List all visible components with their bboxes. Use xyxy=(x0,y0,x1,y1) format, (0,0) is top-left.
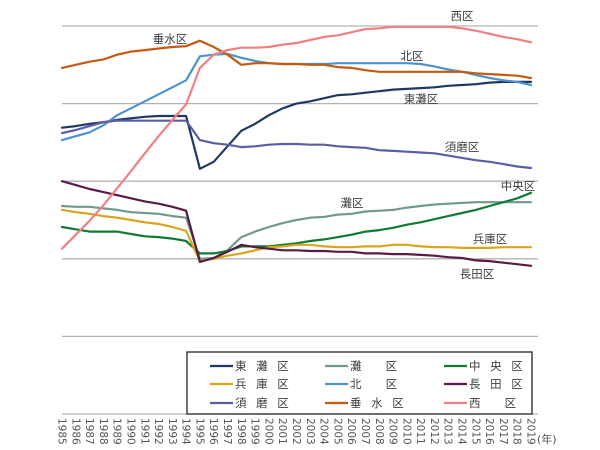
x-tick-label: 2019 xyxy=(525,418,537,445)
x-tick-label: 1986 xyxy=(69,418,81,445)
legend-box xyxy=(186,351,533,415)
series-line-3 xyxy=(60,208,533,263)
x-tick-label: 2006 xyxy=(345,418,357,445)
x-axis-tick-labels: 1985 1986 1987 1988 1989 1990 1991 1992 1993 1994… xyxy=(56,418,537,445)
series-line-2 xyxy=(60,191,533,255)
x-tick-label: 1989 xyxy=(111,418,123,445)
x-tick-label: 2018 xyxy=(511,418,523,445)
x-tick-label: 1995 xyxy=(193,418,205,445)
series-line-0 xyxy=(60,80,533,170)
x-tick-label: 2016 xyxy=(483,418,495,445)
x-tick-label: 1994 xyxy=(180,418,192,445)
x-tick-label: 2010 xyxy=(400,418,412,445)
x-tick-label: 1991 xyxy=(138,418,150,445)
x-tick-label: 1997 xyxy=(221,418,233,445)
legend-label: 東 灘 区 xyxy=(235,359,292,373)
x-tick-label: 2014 xyxy=(456,418,468,445)
annotation-chuo: 中央区 xyxy=(501,179,536,193)
annotation-hyogo: 兵庫区 xyxy=(473,232,508,246)
x-tick-label: 2012 xyxy=(428,418,440,445)
legend-label: 灘 区 xyxy=(350,359,400,373)
annotation-nagata: 長田区 xyxy=(460,267,495,281)
legend-label: 垂 水 区 xyxy=(350,396,407,410)
x-tick-label: 1990 xyxy=(124,418,136,445)
x-tick-label: 1988 xyxy=(97,418,109,445)
annotation-nada: 灘区 xyxy=(341,196,364,210)
x-tick-label: 2007 xyxy=(359,418,371,445)
annotation-suma: 須磨区 xyxy=(445,140,480,154)
series-line-8 xyxy=(60,25,533,250)
annotation-higashinada: 東灘区 xyxy=(404,92,439,106)
legend-label: 兵 庫 区 xyxy=(235,377,292,391)
annotation-kita: 北区 xyxy=(401,49,424,63)
legend-label: 北 区 xyxy=(350,377,400,391)
x-tick-label: 1998 xyxy=(235,418,247,445)
x-tick-label: 2003 xyxy=(304,418,316,445)
x-tick-label: 1996 xyxy=(207,418,219,445)
legend-label: 長 田 区 xyxy=(469,377,526,391)
x-tick-label: 1985 xyxy=(56,418,68,445)
x-tick-label: 2005 xyxy=(331,418,343,445)
series-line-1 xyxy=(60,201,533,260)
x-tick-label: 2013 xyxy=(442,418,454,445)
x-tick-label: 2015 xyxy=(469,418,481,445)
x-tick-label: 1999 xyxy=(249,418,261,445)
x-tick-label: 2001 xyxy=(276,418,288,445)
x-tick-label: 2000 xyxy=(262,418,274,445)
x-tick-label: 2011 xyxy=(414,418,426,445)
legend: 東 灘 区 灘 区 中 央 区兵 庫 区 北 区 長 田 区須 磨 区 垂 水 区 西 区 xyxy=(186,351,533,415)
x-tick-label: 1992 xyxy=(152,418,164,445)
x-tick-label: 2002 xyxy=(290,418,302,445)
series-line-6 xyxy=(60,119,533,170)
series-line-7 xyxy=(60,39,533,80)
annotation-nishi: 西区 xyxy=(451,9,474,23)
x-tick-label: 1987 xyxy=(83,418,95,445)
x-tick-label: 2008 xyxy=(373,418,385,445)
x-tick-label: 2004 xyxy=(318,418,330,445)
annotation-tarumi: 垂水区 xyxy=(153,32,188,46)
x-tick-label: 2009 xyxy=(387,418,399,445)
series-line-5 xyxy=(60,180,533,267)
series-line-4 xyxy=(60,52,533,142)
legend-label: 西 区 xyxy=(469,396,519,410)
series-annotations: 西区 垂水区 北区 東灘区 須磨区 中央区 灘区 兵庫区 長田区 xyxy=(153,9,536,281)
x-tick-label: 2017 xyxy=(497,418,509,445)
legend-label: 中 央 区 xyxy=(469,359,526,373)
series-lines xyxy=(60,25,533,267)
legend-label: 須 磨 区 xyxy=(235,396,292,410)
x-axis-unit-label: (年) xyxy=(537,432,557,446)
x-tick-label: 1993 xyxy=(166,418,178,445)
